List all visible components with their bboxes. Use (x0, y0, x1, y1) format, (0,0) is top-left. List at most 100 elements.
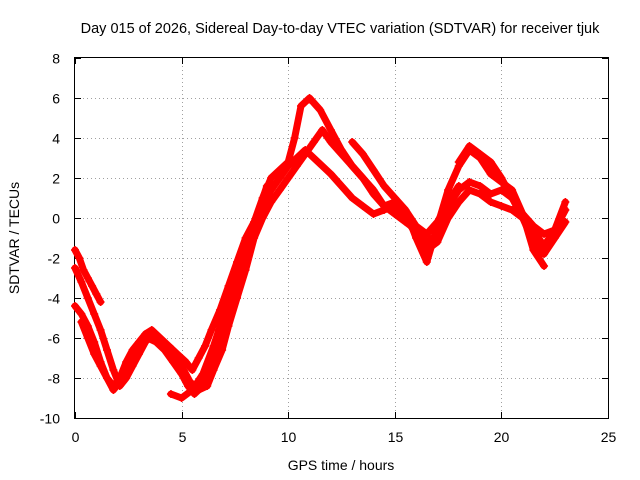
data-point (83, 274, 92, 282)
data-point (444, 198, 453, 206)
data-point (301, 146, 310, 154)
data-point (358, 174, 367, 182)
data-point (337, 182, 346, 190)
data-point (173, 350, 182, 358)
series-track-5 (166, 182, 271, 402)
data-point (90, 310, 99, 318)
data-point (486, 158, 495, 166)
data-point (497, 202, 506, 210)
data-point (252, 214, 261, 222)
data-point (433, 218, 442, 226)
data-point (561, 218, 570, 226)
y-tick-label: 6 (52, 91, 60, 107)
data-point (194, 354, 203, 362)
data-point (102, 374, 111, 382)
data-point (177, 394, 186, 402)
data-point (476, 190, 485, 198)
data-point (348, 194, 357, 202)
data-point (561, 198, 570, 206)
data-point (77, 318, 86, 326)
data-point (358, 202, 367, 210)
y-tick-label: -2 (48, 251, 61, 267)
data-point (369, 190, 378, 198)
data-point (230, 278, 239, 286)
data-point (201, 342, 210, 350)
data-point (476, 182, 485, 190)
data-point (422, 258, 431, 266)
data-point (122, 358, 131, 366)
data-point (166, 390, 175, 398)
x-axis-label: GPS time / hours (288, 457, 395, 473)
x-tick-label: 10 (281, 429, 297, 445)
data-point (444, 186, 453, 194)
data-point (109, 382, 118, 390)
data-point (465, 142, 474, 150)
data-point (348, 138, 357, 146)
y-tick-label: -6 (48, 331, 61, 347)
data-point (164, 342, 173, 350)
x-tick-label: 15 (388, 429, 404, 445)
data-point (412, 234, 421, 242)
data-point (358, 150, 367, 158)
data-point (401, 206, 410, 214)
series-line (71, 146, 569, 398)
x-tick-label: 20 (494, 429, 510, 445)
data-point (454, 182, 463, 190)
data-point (348, 162, 357, 170)
data-point (267, 174, 276, 182)
data-point (550, 234, 559, 242)
data-point (275, 186, 284, 194)
data-point (88, 282, 97, 290)
data-point (369, 166, 378, 174)
data-point (309, 154, 318, 162)
data-point (188, 366, 197, 374)
data-point (262, 182, 271, 190)
data-point (71, 302, 79, 310)
data-point (497, 174, 506, 182)
data-point (75, 254, 84, 262)
y-tick-label: 2 (52, 171, 60, 187)
y-tick-label: -4 (48, 291, 61, 307)
y-tick-label: 4 (52, 131, 60, 147)
data-point (486, 190, 495, 198)
data-point (128, 346, 137, 354)
x-tick-label: 5 (179, 429, 187, 445)
x-tick-label: 25 (601, 429, 617, 445)
data-point (77, 278, 86, 286)
plot-frame (74, 57, 609, 419)
data-point (540, 230, 549, 238)
data-point (454, 198, 463, 206)
data-point (207, 326, 216, 334)
plot-data (71, 94, 570, 402)
data-point (134, 338, 143, 346)
data-point (465, 178, 474, 186)
data-point (296, 102, 305, 110)
data-point (109, 366, 118, 374)
data-point (337, 146, 346, 154)
data-point (152, 338, 161, 346)
data-point (444, 214, 453, 222)
data-point (316, 106, 325, 114)
data-point (292, 162, 301, 170)
data-point (198, 370, 207, 378)
data-point (220, 310, 229, 318)
data-point (486, 198, 495, 206)
series-track-1 (71, 246, 105, 306)
y-tick-label: -8 (48, 371, 61, 387)
data-point (181, 358, 190, 366)
y-tick-label: 8 (52, 51, 60, 67)
data-point (115, 374, 124, 382)
data-point (183, 382, 192, 390)
data-point (529, 238, 538, 246)
data-point (369, 210, 378, 218)
data-point (96, 362, 105, 370)
data-point (380, 182, 389, 190)
data-point (465, 186, 474, 194)
data-point (318, 162, 327, 170)
data-point (275, 166, 284, 174)
data-point (83, 294, 92, 302)
data-point (188, 386, 197, 394)
data-point (561, 206, 570, 214)
data-point (476, 150, 485, 158)
